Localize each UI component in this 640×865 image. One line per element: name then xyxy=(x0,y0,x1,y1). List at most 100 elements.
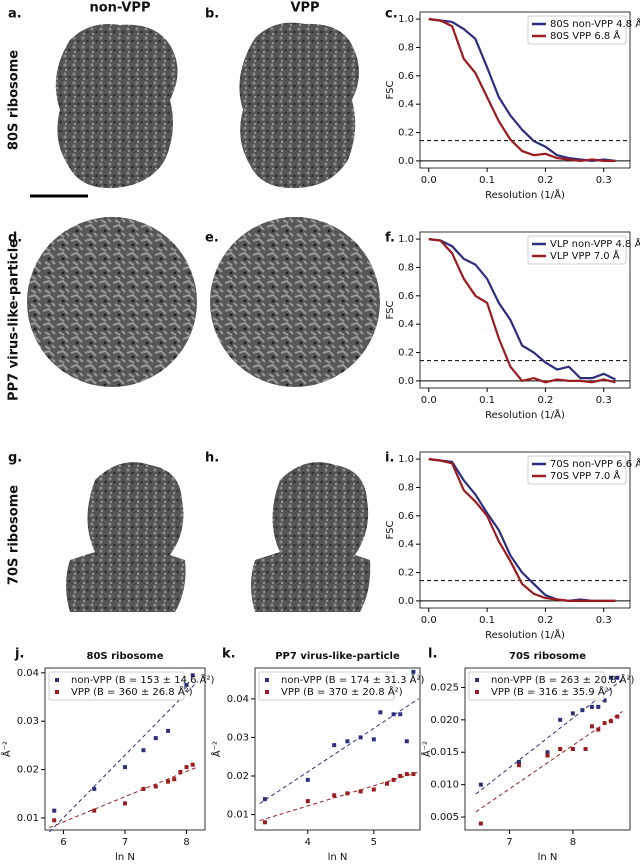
legend-label: non-VPP (B = 174 ± 31.3 Å²) xyxy=(281,673,425,686)
point xyxy=(615,714,620,719)
fit-line xyxy=(49,766,198,829)
point xyxy=(184,765,189,770)
panel-letter: h. xyxy=(205,451,219,466)
panel-letter: e. xyxy=(205,231,219,246)
fsc-line xyxy=(428,238,616,381)
point xyxy=(570,747,575,751)
x-tick-label: 0.3 xyxy=(596,615,612,626)
point xyxy=(545,753,550,758)
row-label: 70S ribosome xyxy=(7,485,22,585)
point xyxy=(92,808,97,813)
y-tick-label: 0.8 xyxy=(398,262,414,273)
fsc-line xyxy=(428,18,616,163)
point xyxy=(411,772,416,777)
point xyxy=(52,808,57,813)
legend-label: non-VPP (B = 263 ± 20.8 Å²) xyxy=(491,673,635,686)
point xyxy=(332,793,337,798)
y-tick-label: 0.4 xyxy=(398,99,414,110)
x-tick-label: 0.2 xyxy=(537,175,553,186)
x-axis-label: ln N xyxy=(328,852,348,863)
density-map xyxy=(66,462,186,612)
y-tick-label: 0.01 xyxy=(17,813,39,824)
point xyxy=(166,728,171,733)
point xyxy=(358,789,363,794)
legend-box xyxy=(527,455,627,485)
point xyxy=(184,682,189,687)
fit-line xyxy=(475,711,623,813)
point xyxy=(589,724,594,729)
chart-title: 70S ribosome xyxy=(509,651,586,662)
point xyxy=(478,821,483,826)
point xyxy=(602,698,607,703)
point xyxy=(398,774,403,778)
y-tick-label: 0.04 xyxy=(227,694,249,705)
point xyxy=(371,787,376,792)
point xyxy=(558,747,563,751)
x-tick-label: 0.3 xyxy=(596,175,612,186)
y-tick-label: 0.2 xyxy=(398,128,414,139)
legend-swatch xyxy=(55,690,59,694)
legend-label: 80S non-VPP 4.8 Å xyxy=(550,17,640,30)
point xyxy=(141,748,146,753)
legend-label: 70S VPP 7.0 Å xyxy=(550,469,620,482)
point xyxy=(391,712,396,717)
y-tick-label: 0.0 xyxy=(398,376,414,387)
point xyxy=(545,750,550,755)
point xyxy=(608,719,613,724)
x-axis-label: ln N xyxy=(538,852,558,863)
point xyxy=(558,717,563,722)
x-axis-label: Resolution (1/Å) xyxy=(485,628,565,641)
fsc-line xyxy=(428,458,616,602)
fit-line xyxy=(259,698,419,805)
y-tick-label: 0.03 xyxy=(227,732,249,743)
legend-swatch xyxy=(265,678,269,682)
x-tick-label: 7 xyxy=(122,837,128,848)
legend-box xyxy=(258,671,395,701)
y-tick-label: 0.2 xyxy=(398,568,414,579)
density-map xyxy=(239,22,359,189)
legend-label: VPP (B = 370 ± 20.8 Å²) xyxy=(281,685,403,698)
plot-frame xyxy=(464,667,631,831)
legend-label: VLP non-VPP 4.8 Å xyxy=(550,237,640,250)
x-tick-label: 0.0 xyxy=(421,395,437,406)
fit-line xyxy=(48,681,198,833)
plot-frame xyxy=(419,231,631,389)
point xyxy=(305,799,310,804)
y-tick-label: 0.020 xyxy=(430,715,459,726)
x-tick-label: 0.0 xyxy=(421,615,437,626)
y-tick-label: 0.01 xyxy=(227,810,249,821)
point xyxy=(596,727,601,732)
point xyxy=(172,777,177,782)
panel-letter: l. xyxy=(428,647,437,662)
x-tick-label: 5 xyxy=(371,837,377,848)
point xyxy=(404,739,409,744)
legend-label: VPP (B = 360 ± 26.8 Å²) xyxy=(71,685,193,698)
x-tick-label: 0.2 xyxy=(537,395,553,406)
panel-letter: a. xyxy=(8,7,22,22)
legend-label: 70S non-VPP 6.6 Å xyxy=(550,457,640,470)
x-tick-label: 0.1 xyxy=(479,175,495,186)
y-axis-label: FSC xyxy=(385,301,396,320)
density-map xyxy=(27,217,197,387)
point xyxy=(123,801,127,806)
legend-swatch xyxy=(265,690,269,694)
y-axis-label: Å⁻² xyxy=(0,741,13,757)
panel-letter: f. xyxy=(385,231,395,246)
density-map xyxy=(251,462,371,612)
row-label: 80S ribosome xyxy=(7,50,22,150)
y-tick-label: 0.015 xyxy=(430,747,459,758)
panel-letter: j. xyxy=(14,647,24,662)
point xyxy=(608,675,613,680)
point xyxy=(92,786,97,791)
legend-label: 80S VPP 6.8 Å xyxy=(550,29,620,42)
legend-box xyxy=(468,671,605,701)
point xyxy=(411,669,416,674)
x-axis-label: Resolution (1/Å) xyxy=(485,408,565,421)
legend-swatch xyxy=(475,678,479,682)
chart-title: 80S ribosome xyxy=(86,651,163,662)
y-tick-label: 0.005 xyxy=(430,812,459,823)
legend-box xyxy=(48,671,185,701)
panel-letter: b. xyxy=(205,7,219,22)
point xyxy=(153,736,158,741)
x-tick-label: 8 xyxy=(183,837,189,848)
